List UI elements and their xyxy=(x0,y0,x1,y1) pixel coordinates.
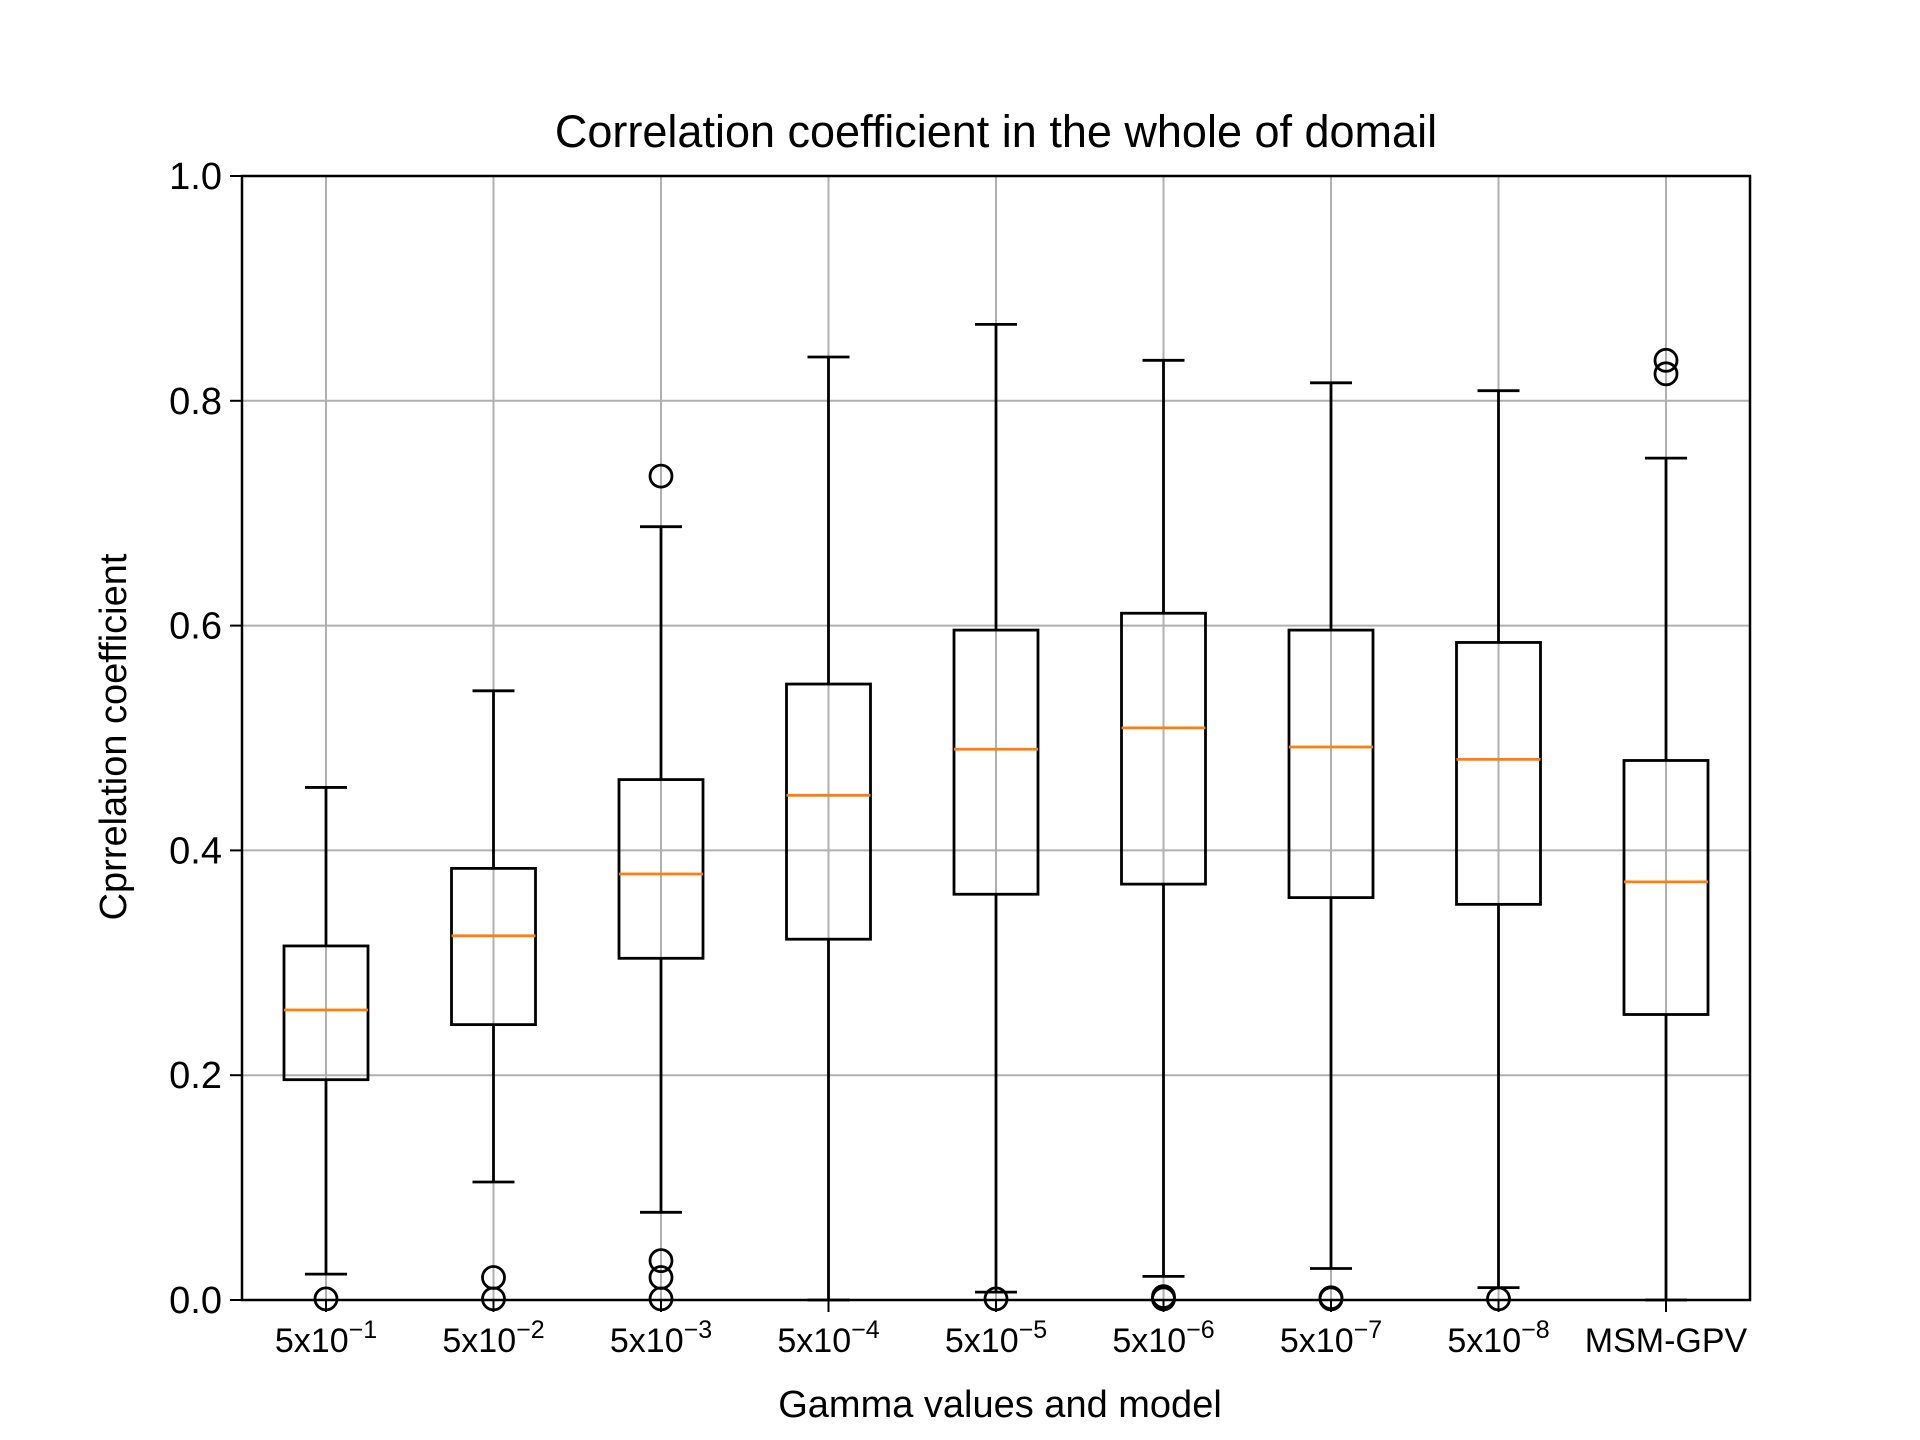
y-axis-label: Cprrelation coefficient xyxy=(93,553,135,920)
flier-point xyxy=(648,1248,674,1274)
box-group xyxy=(1120,358,1207,1312)
box-iqr xyxy=(450,866,537,1027)
y-tick-label: 0.0 xyxy=(169,1280,222,1322)
y-tick-label: 0.6 xyxy=(169,606,222,648)
box-iqr xyxy=(1287,628,1375,900)
box-group xyxy=(1455,389,1542,1312)
x-tick-exponent: −1 xyxy=(349,1316,378,1344)
box-group xyxy=(617,463,705,1312)
box-group xyxy=(1622,347,1710,1302)
box-iqr xyxy=(1455,641,1542,906)
box-iqr xyxy=(1120,611,1207,886)
x-tick-label: MSM-GPV xyxy=(1585,1322,1748,1360)
box-iqr xyxy=(952,628,1040,896)
x-tick-exponent: −2 xyxy=(516,1316,545,1344)
box-iqr xyxy=(785,682,872,941)
y-tick-label: 1.0 xyxy=(169,156,222,198)
x-tick-exponent: −7 xyxy=(1354,1316,1383,1344)
x-tick-exponent: −5 xyxy=(1019,1316,1048,1344)
box-iqr xyxy=(617,778,705,960)
y-tick-label: 0.4 xyxy=(169,830,222,872)
flier-point xyxy=(1653,361,1679,387)
x-tick-exponent: −4 xyxy=(851,1316,880,1344)
x-tick-exponent: −6 xyxy=(1186,1316,1215,1344)
x-tick-exponent: −3 xyxy=(684,1316,713,1344)
x-axis-label: Gamma values and model xyxy=(778,1384,1222,1426)
y-tick-label: 0.2 xyxy=(169,1055,222,1097)
chart-title: Correlation coefficient in the whole of … xyxy=(555,106,1437,157)
flier-point xyxy=(648,463,674,489)
flier-point xyxy=(1653,347,1679,373)
box-iqr xyxy=(282,944,370,1082)
x-tick-label: 5x10−3 xyxy=(610,1316,712,1360)
y-tick-label: 0.8 xyxy=(169,381,222,423)
x-tick-exponent: −8 xyxy=(1521,1316,1550,1344)
box-iqr xyxy=(1622,759,1710,1016)
y-axis: 0.0 0.2 0.4 0.6 0.8 1.0 xyxy=(169,156,242,1322)
